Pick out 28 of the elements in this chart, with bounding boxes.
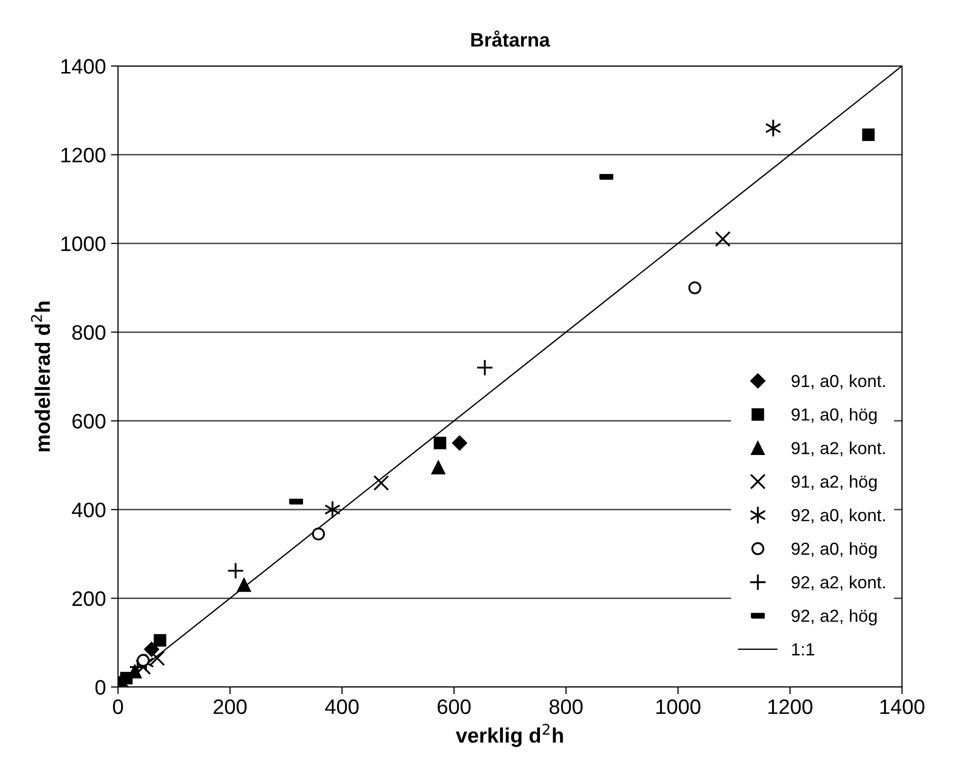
x-tick-label: 0 (113, 699, 123, 714)
y-tick-label: 0 (95, 680, 106, 695)
x-tick-label: 1200 (768, 699, 812, 714)
legend-label: 91, a2, hög (792, 475, 877, 492)
legend-label: 92, a0, kont. (792, 508, 885, 524)
legend-label: 91, a0, hög (792, 408, 877, 424)
y-tick-label: 1200 (61, 148, 106, 162)
x-tick-label: 400 (325, 699, 359, 714)
legend-label: 92, a2, hög (792, 609, 877, 626)
y-tick-label: 600 (72, 414, 106, 429)
legend-label: 1:1 (792, 643, 814, 656)
y-tick-label: 400 (72, 502, 106, 518)
x-tick-label: 200 (214, 699, 247, 714)
x-axis-title: verklig d$^{2}$h (456, 724, 563, 747)
x-tick-label: 1000 (656, 699, 700, 714)
legend-label: 91, a2, kont. (792, 442, 885, 456)
y-tick-label: 800 (72, 325, 106, 340)
legend-label: 91, a0, kont. (792, 374, 885, 390)
chart-title: Bråtarna (471, 30, 550, 47)
y-tick-label: 200 (72, 591, 106, 606)
y-axis-title: modellerad d$^{2}$h (31, 302, 50, 452)
x-tick-label: 1400 (880, 699, 924, 714)
legend-label: 92, a0, hög (792, 542, 877, 558)
x-tick-label: 800 (550, 699, 583, 714)
y-tick-label: 1000 (61, 236, 106, 252)
y-tick-label: 1400 (61, 59, 106, 74)
x-tick-label: 600 (438, 699, 471, 714)
legend-label: 92, a2, kont. (792, 576, 885, 590)
